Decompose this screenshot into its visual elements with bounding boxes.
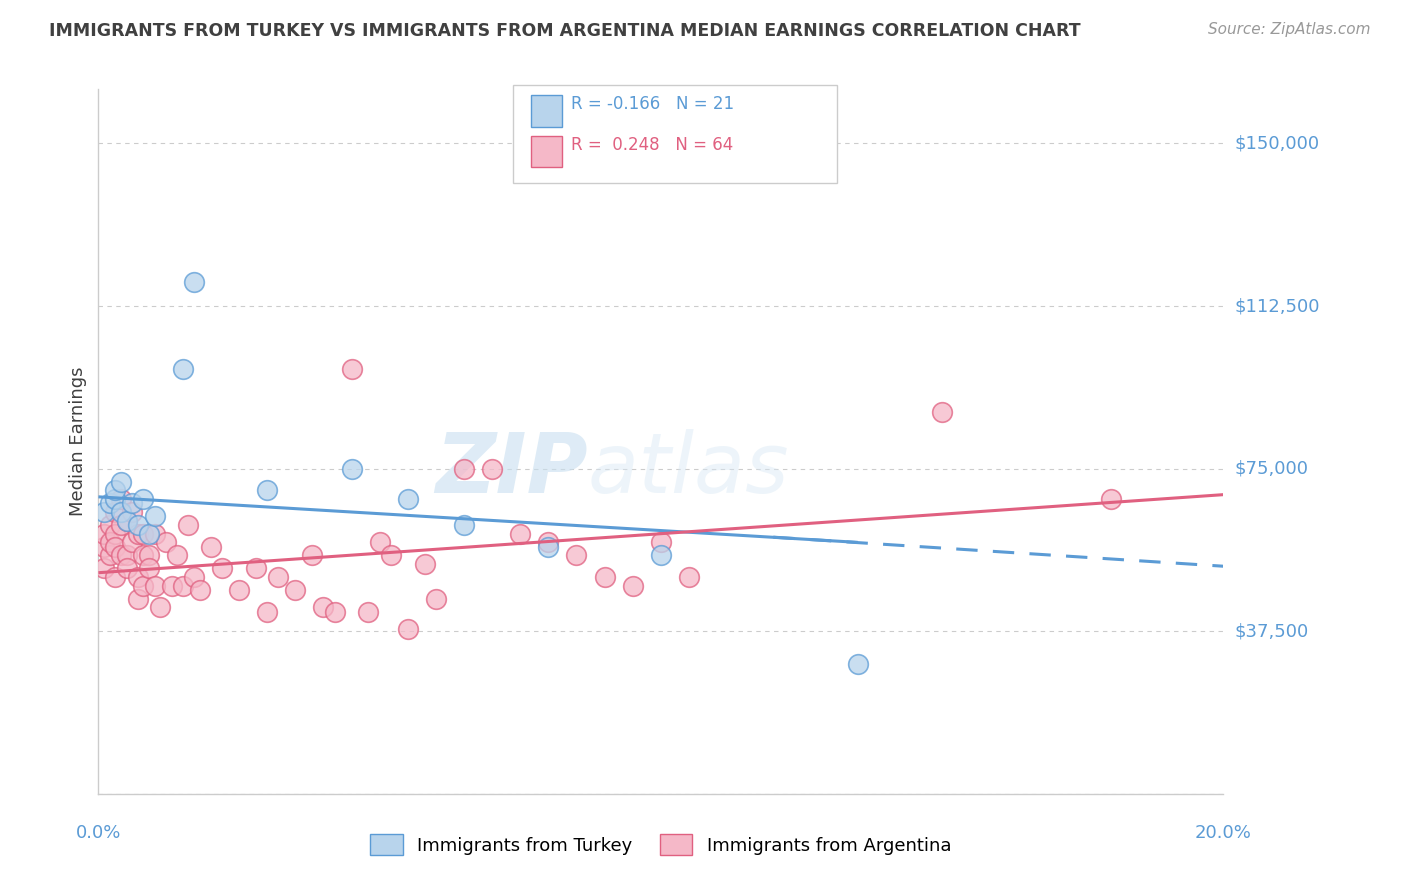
Point — [121, 535, 143, 549]
Point — [110, 518, 132, 533]
Point — [115, 561, 138, 575]
Point — [98, 518, 121, 533]
Point — [453, 518, 475, 533]
Text: $75,000: $75,000 — [1234, 459, 1309, 477]
Point — [127, 570, 149, 584]
Point — [143, 526, 166, 541]
Point — [323, 605, 346, 619]
Point — [121, 496, 143, 510]
Text: IMMIGRANTS FROM TURKEY VS IMMIGRANTS FROM ARGENTINA MEDIAN EARNINGS CORRELATION : IMMIGRANTS FROM TURKEY VS IMMIGRANTS FRO… — [49, 22, 1081, 40]
Text: R = -0.166   N = 21: R = -0.166 N = 21 — [571, 95, 734, 113]
Point — [98, 496, 121, 510]
Point — [537, 535, 560, 549]
Point — [245, 561, 267, 575]
Y-axis label: Median Earnings: Median Earnings — [69, 367, 87, 516]
Point — [138, 561, 160, 575]
Point — [132, 526, 155, 541]
Point — [177, 518, 200, 533]
Point — [104, 570, 127, 584]
Point — [256, 483, 278, 498]
Point — [104, 526, 127, 541]
Point — [98, 549, 121, 563]
Point — [127, 518, 149, 533]
Point — [931, 405, 953, 419]
Text: 0.0%: 0.0% — [76, 824, 121, 842]
Point — [172, 362, 194, 376]
Point — [188, 583, 211, 598]
Point — [132, 549, 155, 563]
Point — [160, 579, 183, 593]
Point — [565, 549, 588, 563]
Point — [149, 600, 172, 615]
Point — [166, 549, 188, 563]
Point — [104, 540, 127, 554]
Point — [143, 509, 166, 524]
Point — [104, 491, 127, 506]
Point — [183, 275, 205, 289]
Point — [121, 505, 143, 519]
Point — [138, 549, 160, 563]
Point — [267, 570, 290, 584]
Point — [110, 475, 132, 489]
Point — [228, 583, 250, 598]
Text: 20.0%: 20.0% — [1195, 824, 1251, 842]
Point — [110, 505, 132, 519]
Point — [143, 579, 166, 593]
Point — [396, 491, 419, 506]
Point — [98, 535, 121, 549]
Point — [155, 535, 177, 549]
Point — [132, 491, 155, 506]
Point — [104, 483, 127, 498]
Point — [368, 535, 391, 549]
Point — [115, 514, 138, 528]
Point — [1099, 491, 1122, 506]
Text: ZIP: ZIP — [434, 429, 588, 510]
Point — [256, 605, 278, 619]
Legend: Immigrants from Turkey, Immigrants from Argentina: Immigrants from Turkey, Immigrants from … — [363, 827, 959, 863]
Text: $37,500: $37,500 — [1234, 623, 1309, 640]
Point — [127, 526, 149, 541]
Point — [183, 570, 205, 584]
Point — [138, 526, 160, 541]
Point — [93, 561, 115, 575]
Point — [846, 657, 869, 671]
Point — [172, 579, 194, 593]
Point — [104, 505, 127, 519]
Point — [621, 579, 644, 593]
Point — [380, 549, 402, 563]
Point — [678, 570, 700, 584]
Point — [110, 549, 132, 563]
Point — [211, 561, 233, 575]
Point — [93, 505, 115, 519]
Point — [357, 605, 380, 619]
Point — [93, 526, 115, 541]
Text: $150,000: $150,000 — [1234, 135, 1319, 153]
Point — [284, 583, 307, 598]
Point — [650, 535, 672, 549]
Text: $112,500: $112,500 — [1234, 297, 1320, 315]
Point — [413, 557, 436, 571]
Point — [115, 514, 138, 528]
Text: R =  0.248   N = 64: R = 0.248 N = 64 — [571, 136, 733, 153]
Point — [593, 570, 616, 584]
Point — [425, 591, 447, 606]
Point — [481, 461, 503, 475]
Point — [127, 591, 149, 606]
Point — [340, 461, 363, 475]
Point — [650, 549, 672, 563]
Text: Source: ZipAtlas.com: Source: ZipAtlas.com — [1208, 22, 1371, 37]
Point — [132, 579, 155, 593]
Point — [301, 549, 323, 563]
Point — [537, 540, 560, 554]
Point — [396, 622, 419, 636]
Point — [340, 362, 363, 376]
Point — [110, 491, 132, 506]
Point — [509, 526, 531, 541]
Point — [115, 549, 138, 563]
Point — [312, 600, 335, 615]
Point — [200, 540, 222, 554]
Point — [453, 461, 475, 475]
Text: atlas: atlas — [588, 429, 789, 510]
Point — [93, 540, 115, 554]
